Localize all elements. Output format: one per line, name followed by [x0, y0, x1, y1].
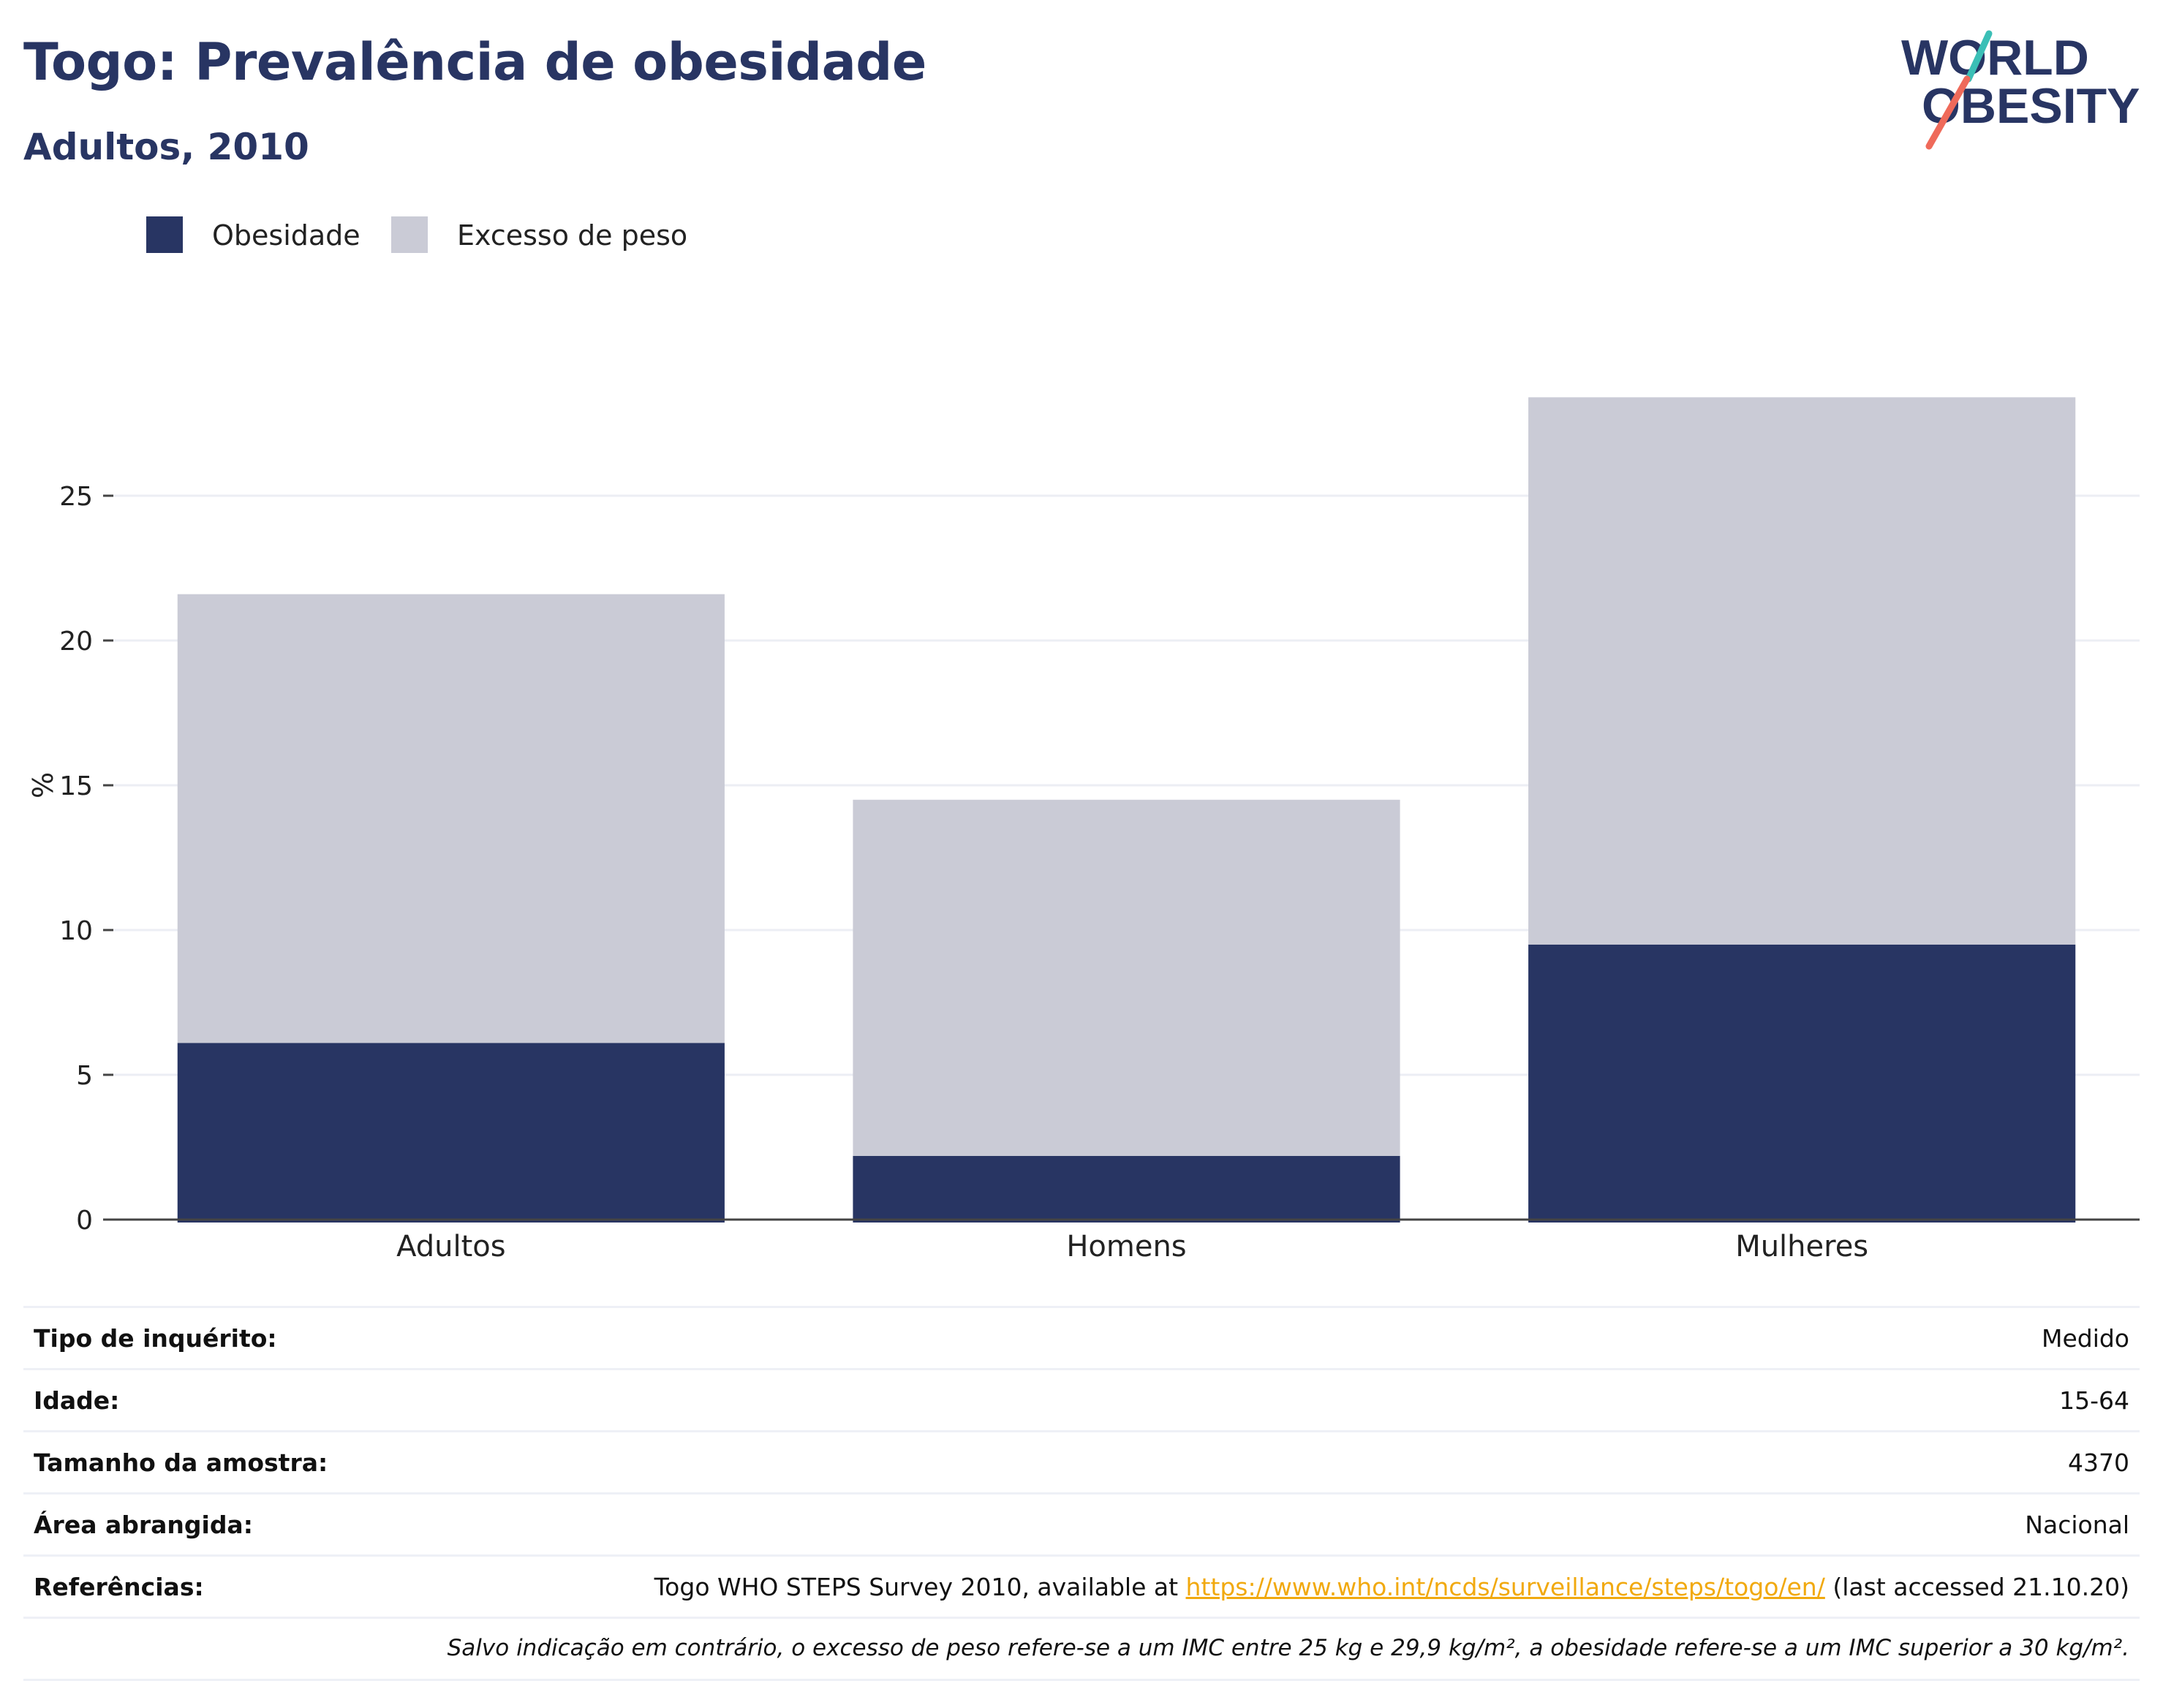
info-row-note: Salvo indicação em contrário, o excesso …	[23, 1617, 2140, 1681]
x-tick-label: Adultos	[396, 1230, 506, 1263]
info-value: 15-64	[2059, 1386, 2129, 1415]
info-row-area: Área abrangida: Nacional	[23, 1492, 2140, 1554]
reference-link[interactable]: https://www.who.int/ncds/surveillance/st…	[1185, 1573, 1825, 1601]
info-row-tipo: Tipo de inquérito: Medido	[23, 1306, 2140, 1368]
info-value: Medido	[2041, 1324, 2129, 1353]
y-tick-label: 15	[59, 771, 93, 801]
info-row-amostra: Tamanho da amostra: 4370	[23, 1430, 2140, 1492]
page-title: Togo: Prevalência de obesidade	[23, 32, 926, 92]
y-tick-label: 25	[59, 482, 93, 512]
info-value: Nacional	[2025, 1511, 2129, 1539]
reference-text: Togo WHO STEPS Survey 2010, available at…	[654, 1573, 2129, 1601]
x-tick-label: Homens	[1066, 1230, 1186, 1263]
page-subtitle: Adultos, 2010	[23, 126, 309, 168]
bar-excesso-de-peso-adultos	[177, 594, 725, 1043]
info-row-referencias: Referências: Togo WHO STEPS Survey 2010,…	[23, 1554, 2140, 1617]
legend-label-excesso-de-peso: Excesso de peso	[457, 219, 688, 252]
info-label: Área abrangida:	[34, 1511, 253, 1539]
y-tick-label: 10	[59, 916, 93, 946]
legend-swatch-obesidade	[146, 216, 183, 253]
logo-line2: OBESITY	[1922, 78, 2140, 134]
info-value: 4370	[2068, 1448, 2129, 1477]
stacked-bar-chart: 0 5 10 15 20 25% Adultos Homens Mulheres	[27, 397, 2140, 1263]
info-label: Idade:	[34, 1386, 120, 1415]
bar-obesidade-homens	[853, 1155, 1400, 1223]
legend-label-obesidade: Obesidade	[212, 219, 360, 252]
y-tick-label: 5	[76, 1061, 93, 1091]
definition-note: Salvo indicação em contrário, o excesso …	[447, 1635, 2129, 1661]
legend-swatch-excesso-de-peso	[391, 216, 428, 253]
reference-suffix: (last accessed 21.10.20)	[1824, 1573, 2129, 1601]
info-label: Referências:	[34, 1573, 204, 1601]
bar-obesidade-mulheres	[1528, 944, 2076, 1223]
bar-obesidade-adultos	[177, 1043, 725, 1223]
survey-info-table: Tipo de inquérito: Medido Idade: 15-64 T…	[23, 1306, 2140, 1681]
bar-excesso-de-peso-mulheres	[1528, 397, 2076, 945]
reference-prefix: Togo WHO STEPS Survey 2010, available at	[654, 1573, 1186, 1601]
info-row-idade: Idade: 15-64	[23, 1368, 2140, 1430]
info-label: Tipo de inquérito:	[34, 1324, 277, 1353]
y-axis-label: %	[27, 772, 59, 798]
info-label: Tamanho da amostra:	[34, 1448, 328, 1477]
x-tick-label: Mulheres	[1735, 1230, 1868, 1263]
world-obesity-logo: WORLD OBESITY	[1901, 30, 2140, 150]
logo-line1: WORLD	[1901, 30, 2089, 86]
logo-slash-top	[1965, 30, 1993, 83]
y-tick-label: 20	[59, 627, 93, 657]
y-tick-label: 0	[76, 1206, 93, 1236]
logo-slash-bottom	[1925, 75, 1971, 150]
bar-excesso-de-peso-homens	[853, 799, 1400, 1156]
